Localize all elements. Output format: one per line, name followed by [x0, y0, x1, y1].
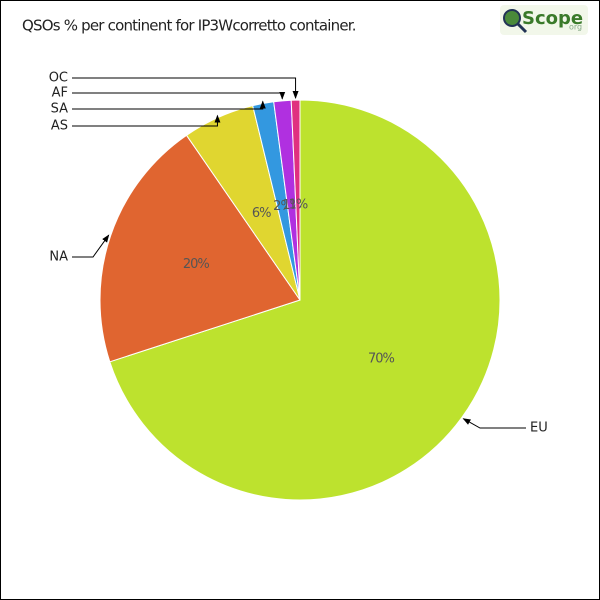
chart-title: QSOs % per continent for IP3Wcorretto co… [22, 17, 356, 35]
logo-icon [516, 22, 528, 34]
leader-line [72, 91, 286, 100]
leader-line [72, 77, 299, 100]
leader-line [72, 100, 266, 110]
logo: Scope org [500, 5, 588, 35]
leader-line [462, 418, 526, 429]
leader-line [72, 114, 221, 127]
legend-label: NA [49, 250, 68, 265]
logo-suffix: org [569, 23, 582, 32]
slice-label: 1% [289, 198, 308, 213]
slice-label: 20% [183, 257, 210, 272]
legend-label: OC [49, 71, 68, 86]
slice-label: 70% [368, 351, 395, 366]
legend-label: AF [52, 86, 68, 101]
pie-slice [99, 134, 301, 363]
legend-label: SA [51, 102, 68, 117]
pie-slice [290, 99, 301, 301]
legend-label: EU [530, 421, 548, 436]
leader-line [72, 234, 110, 258]
logo-icon [503, 9, 521, 27]
legend-label: AS [51, 119, 68, 134]
logo-text: Scope [522, 8, 583, 29]
slice-label: 6% [252, 206, 271, 221]
pie-slice [109, 99, 501, 501]
